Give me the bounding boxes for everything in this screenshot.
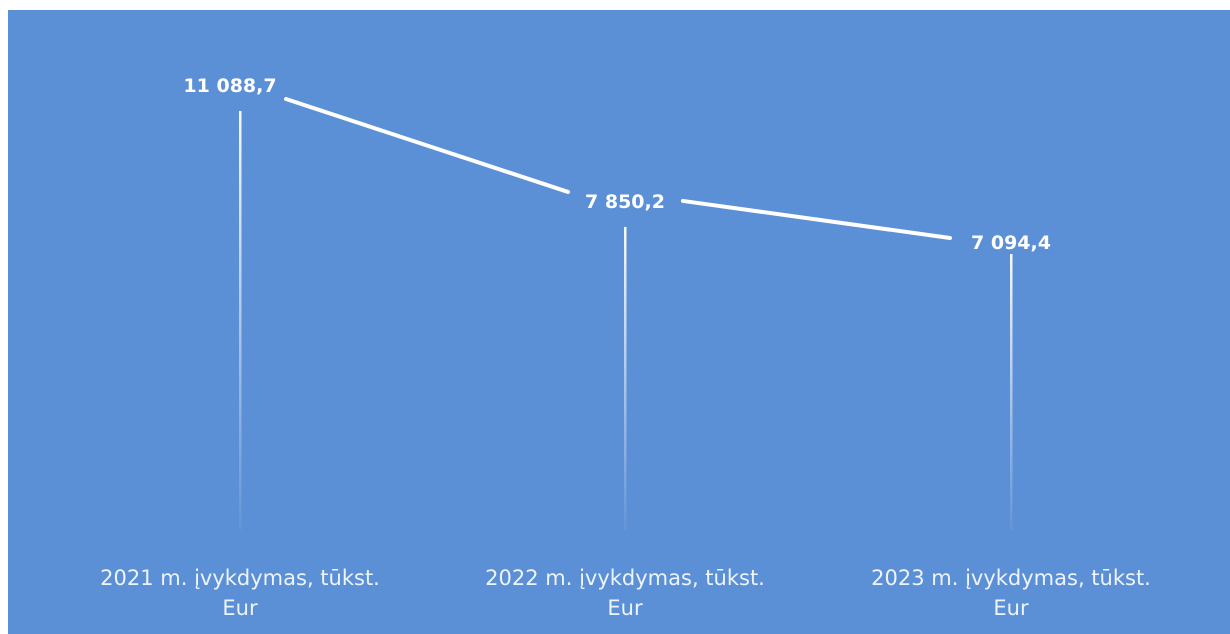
- category-label-3-line-2: Eur: [993, 596, 1029, 620]
- drop-line-1: [239, 111, 242, 530]
- drop-line-2: [624, 226, 627, 530]
- series-line-segment-2: [681, 198, 952, 240]
- line-chart: 11 088,7 7 850,2 7 094,4 2021 m. įvykdymas,…: [100, 75, 1151, 620]
- data-label-3: 7 094,4: [971, 232, 1051, 254]
- category-label-1-line-1: 2021 m. įvykdymas, tūkst.: [100, 566, 380, 590]
- series-line-segment-1: [284, 97, 570, 194]
- category-label-2-line-1: 2022 m. įvykdymas, tūkst.: [485, 566, 765, 590]
- category-label-2-line-2: Eur: [607, 596, 643, 620]
- data-label-1: 11 088,7: [183, 75, 276, 97]
- data-label-2: 7 850,2: [585, 191, 665, 213]
- chart-panel: 11 088,7 7 850,2 7 094,4 2021 m. įvykdymas,…: [8, 10, 1230, 634]
- drop-line-3: [1010, 254, 1013, 530]
- category-label-1-line-2: Eur: [222, 596, 258, 620]
- category-label-3-line-1: 2023 m. įvykdymas, tūkst.: [871, 566, 1151, 590]
